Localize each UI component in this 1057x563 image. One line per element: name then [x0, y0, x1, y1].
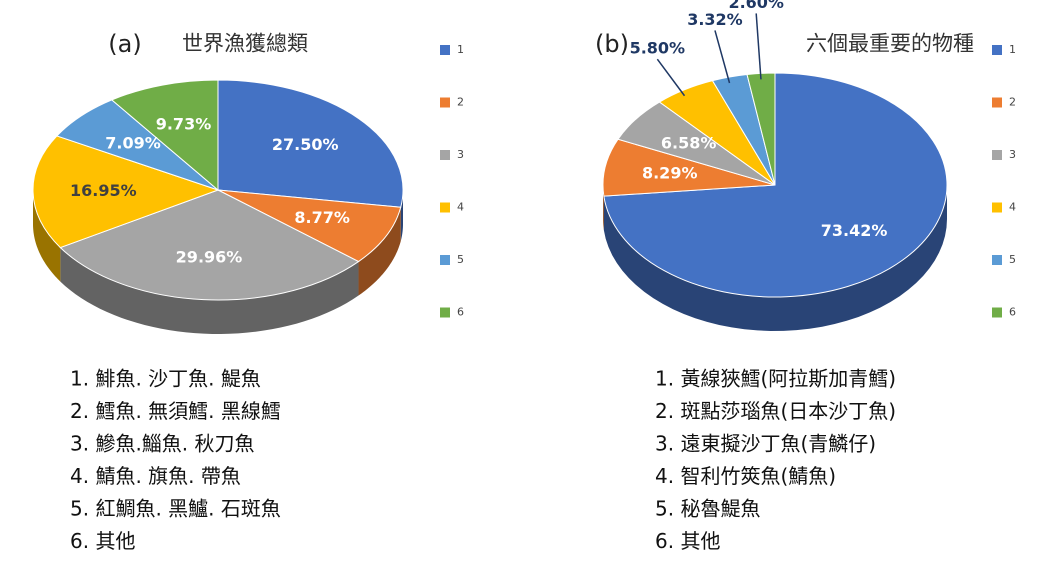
legend-swatch	[440, 150, 450, 160]
pie-slice	[32, 135, 220, 249]
pie-side	[400, 190, 403, 242]
legend-swatch	[992, 45, 1002, 55]
value-label: 9.73%	[156, 114, 212, 133]
legend-label: 1	[1009, 43, 1016, 56]
legend-label: 4	[1009, 201, 1016, 214]
pie-slice	[59, 189, 360, 301]
legend-note: 4. 智利竹筴魚(鯖魚)	[655, 464, 836, 488]
legend-note: 1. 黃線狹鱈(阿拉斯加青鱈)	[655, 367, 896, 391]
legend-swatch	[440, 45, 450, 55]
legend-label: 2	[457, 96, 464, 109]
value-label: 73.42%	[821, 221, 888, 240]
legend-note: 4. 鯖魚. 旗魚. 帶魚	[70, 464, 241, 488]
pie-side	[60, 247, 359, 334]
legend-note: 6. 其他	[70, 529, 135, 553]
legend-label: 5	[1009, 253, 1016, 266]
legend-note: 3. 鰺魚.鯔魚. 秋刀魚	[70, 432, 255, 456]
legend-note: 1. 鯡魚. 沙丁魚. 鯷魚	[70, 367, 261, 391]
value-label: 7.09%	[105, 134, 161, 153]
legend-label: 3	[1009, 148, 1016, 161]
panel-label: (a)	[108, 30, 141, 58]
leader-line	[656, 58, 686, 97]
legend-label: 4	[457, 201, 464, 214]
pie-slice	[217, 189, 402, 263]
legend-note: 2. 鱈魚. 無須鱈. 黑線鱈	[70, 399, 281, 423]
leader-line	[755, 13, 762, 80]
value-label: 3.32%	[687, 10, 743, 29]
legend-note: 6. 其他	[655, 529, 720, 553]
legend-swatch	[992, 150, 1002, 160]
pie-slice	[217, 79, 404, 208]
value-label: 29.96%	[176, 247, 243, 266]
legend-swatch	[440, 202, 450, 213]
legend-swatch	[992, 97, 1002, 108]
chart-title: 世界漁獲總類	[182, 32, 308, 56]
panel-label: (b)	[595, 30, 629, 58]
legend-swatch	[440, 255, 450, 265]
value-label: 8.77%	[294, 208, 350, 227]
chart-title: 六個最重要的物種	[806, 32, 974, 56]
legend-label: 6	[1009, 306, 1016, 319]
legend-label: 3	[457, 148, 464, 161]
leader-line	[714, 30, 731, 84]
legend-swatch	[992, 255, 1002, 265]
value-label: 5.80%	[630, 39, 686, 58]
pie-slice	[110, 79, 219, 192]
legend-label: 5	[457, 253, 464, 266]
value-label: 8.29%	[642, 163, 698, 182]
legend-label: 1	[457, 43, 464, 56]
legend-swatch	[992, 307, 1002, 318]
legend-swatch	[440, 307, 450, 318]
legend-note: 5. 紅鯛魚. 黑鱸. 石斑魚	[70, 497, 281, 521]
pie-slice	[602, 138, 776, 197]
legend-note: 3. 遠東擬沙丁魚(青鱗仔)	[655, 432, 876, 456]
legend-label: 2	[1009, 96, 1016, 109]
value-label: 2.60%	[728, 0, 784, 12]
value-label: 6.58%	[661, 134, 717, 153]
legend-note: 2. 斑點莎瑙魚(日本沙丁魚)	[655, 399, 896, 423]
value-label: 16.95%	[70, 181, 137, 200]
legend-swatch	[440, 97, 450, 108]
pie-side	[33, 190, 61, 282]
value-label: 27.50%	[272, 135, 339, 154]
pie-side	[603, 185, 947, 331]
pie-side	[358, 207, 401, 296]
legend-note: 5. 秘魯鯷魚	[655, 497, 760, 521]
legend-label: 6	[457, 306, 464, 319]
legend-swatch	[992, 202, 1002, 213]
